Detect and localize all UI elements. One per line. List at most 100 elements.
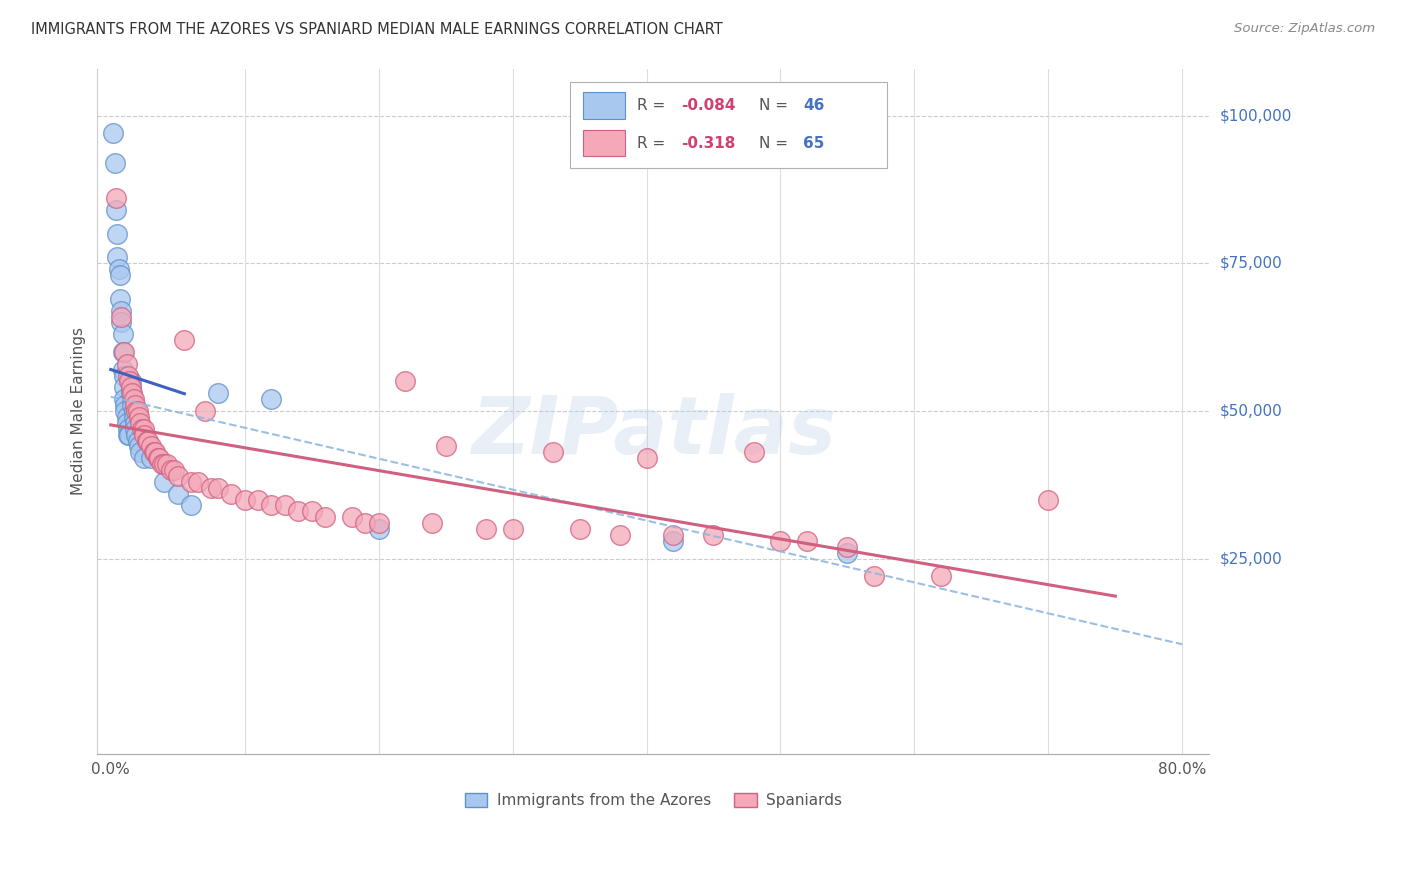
Point [105,191,128,205]
Point [122,404,145,418]
Point [121,392,143,407]
Point [180,499,202,513]
Point [110,303,132,318]
Point [233,492,256,507]
Point [301,504,323,518]
Point [207,481,229,495]
Point [134,451,156,466]
Point [367,516,389,531]
Point [114,404,136,418]
Point [121,386,143,401]
Point [156,457,179,471]
Point [107,251,129,265]
Point [166,486,188,500]
Point [111,362,134,376]
Point [166,469,188,483]
Text: IMMIGRANTS FROM THE AZORES VS SPANIARD MEDIAN MALE EARNINGS CORRELATION CHART: IMMIGRANTS FROM THE AZORES VS SPANIARD M… [31,22,723,37]
Point [636,451,658,466]
Point [128,409,150,424]
Point [1038,492,1060,507]
FancyBboxPatch shape [569,82,887,168]
FancyBboxPatch shape [583,130,626,156]
Point [124,398,146,412]
Point [120,380,142,394]
Point [153,457,176,471]
Point [287,504,309,518]
Point [274,499,297,513]
Text: R =: R = [637,136,675,151]
Point [541,445,564,459]
Text: $25,000: $25,000 [1220,551,1282,566]
Point [124,416,146,430]
Point [111,345,134,359]
Point [354,516,377,531]
Text: N =: N = [759,98,793,113]
Text: Source: ZipAtlas.com: Source: ZipAtlas.com [1234,22,1375,36]
Text: $100,000: $100,000 [1220,108,1292,123]
Point [200,481,222,495]
Text: 46: 46 [803,98,825,113]
Point [769,533,792,548]
Point [837,540,859,554]
Point [142,445,165,459]
Point [120,375,142,389]
Point [136,434,159,448]
Point [475,522,498,536]
Point [702,528,724,542]
Point [129,445,152,459]
Point [367,522,389,536]
Point [160,463,183,477]
Point [110,315,132,329]
Point [134,422,156,436]
Point [129,416,152,430]
Text: 65: 65 [803,136,825,151]
Point [115,409,138,424]
Point [107,227,129,241]
Point [796,533,818,548]
Point [929,569,952,583]
Text: ZIPatlas: ZIPatlas [471,392,835,471]
Point [187,475,209,489]
Point [837,546,859,560]
Point [163,463,186,477]
Point [131,422,153,436]
Point [314,510,336,524]
Legend: Immigrants from the Azores, Spaniards: Immigrants from the Azores, Spaniards [458,787,848,814]
Point [122,409,145,424]
Point [340,510,363,524]
Point [180,475,202,489]
Point [193,404,215,418]
Point [120,386,142,401]
Point [120,380,142,394]
Point [110,310,132,324]
Point [207,386,229,401]
Point [112,380,135,394]
Point [134,427,156,442]
Point [127,404,149,418]
Text: N =: N = [759,136,793,151]
Point [112,345,135,359]
Point [112,368,135,383]
Y-axis label: Median Male Earnings: Median Male Earnings [72,327,86,495]
Point [103,127,125,141]
Point [108,268,131,283]
Point [115,357,138,371]
Point [124,422,146,436]
Point [148,451,170,466]
Point [105,203,128,218]
Point [662,533,685,548]
Text: $75,000: $75,000 [1220,256,1282,271]
Point [114,398,136,412]
Point [107,262,129,277]
Point [863,569,886,583]
Point [260,392,283,407]
Point [115,416,138,430]
Text: -0.084: -0.084 [681,98,735,113]
Point [502,522,524,536]
Point [260,499,283,513]
Point [247,492,270,507]
Point [104,156,127,170]
Point [122,392,145,407]
Point [139,451,162,466]
Point [118,375,141,389]
